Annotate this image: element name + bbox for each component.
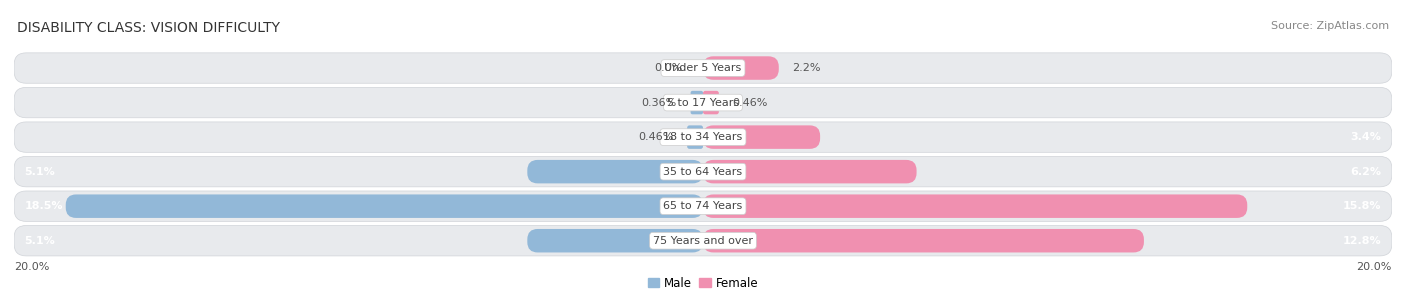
Text: 6.2%: 6.2%	[1351, 167, 1382, 177]
FancyBboxPatch shape	[703, 195, 1247, 218]
FancyBboxPatch shape	[527, 229, 703, 252]
Text: 15.8%: 15.8%	[1343, 201, 1382, 211]
Text: Source: ZipAtlas.com: Source: ZipAtlas.com	[1271, 21, 1389, 31]
FancyBboxPatch shape	[703, 160, 917, 183]
FancyBboxPatch shape	[690, 91, 703, 114]
Text: 5 to 17 Years: 5 to 17 Years	[666, 98, 740, 108]
Text: 20.0%: 20.0%	[14, 262, 49, 272]
Text: 0.46%: 0.46%	[733, 98, 768, 108]
FancyBboxPatch shape	[14, 53, 1392, 83]
FancyBboxPatch shape	[14, 226, 1392, 256]
Text: 65 to 74 Years: 65 to 74 Years	[664, 201, 742, 211]
Text: 35 to 64 Years: 35 to 64 Years	[664, 167, 742, 177]
Text: 75 Years and over: 75 Years and over	[652, 236, 754, 246]
FancyBboxPatch shape	[703, 125, 820, 149]
Text: 5.1%: 5.1%	[24, 236, 55, 246]
Text: 12.8%: 12.8%	[1343, 236, 1382, 246]
FancyBboxPatch shape	[14, 87, 1392, 118]
FancyBboxPatch shape	[66, 195, 703, 218]
Text: 18 to 34 Years: 18 to 34 Years	[664, 132, 742, 142]
Text: 2.2%: 2.2%	[793, 63, 821, 73]
Text: Under 5 Years: Under 5 Years	[665, 63, 741, 73]
Text: 3.4%: 3.4%	[1351, 132, 1382, 142]
Text: 20.0%: 20.0%	[1357, 262, 1392, 272]
Text: 0.46%: 0.46%	[638, 132, 673, 142]
Text: 0.0%: 0.0%	[654, 63, 682, 73]
Text: 0.36%: 0.36%	[641, 98, 676, 108]
Legend: Male, Female: Male, Female	[643, 272, 763, 294]
FancyBboxPatch shape	[14, 157, 1392, 187]
Text: 5.1%: 5.1%	[24, 167, 55, 177]
FancyBboxPatch shape	[14, 122, 1392, 152]
FancyBboxPatch shape	[703, 56, 779, 80]
FancyBboxPatch shape	[527, 160, 703, 183]
Text: 18.5%: 18.5%	[24, 201, 63, 211]
Text: DISABILITY CLASS: VISION DIFFICULTY: DISABILITY CLASS: VISION DIFFICULTY	[17, 21, 280, 35]
FancyBboxPatch shape	[688, 125, 703, 149]
FancyBboxPatch shape	[703, 229, 1144, 252]
FancyBboxPatch shape	[703, 91, 718, 114]
FancyBboxPatch shape	[14, 191, 1392, 221]
